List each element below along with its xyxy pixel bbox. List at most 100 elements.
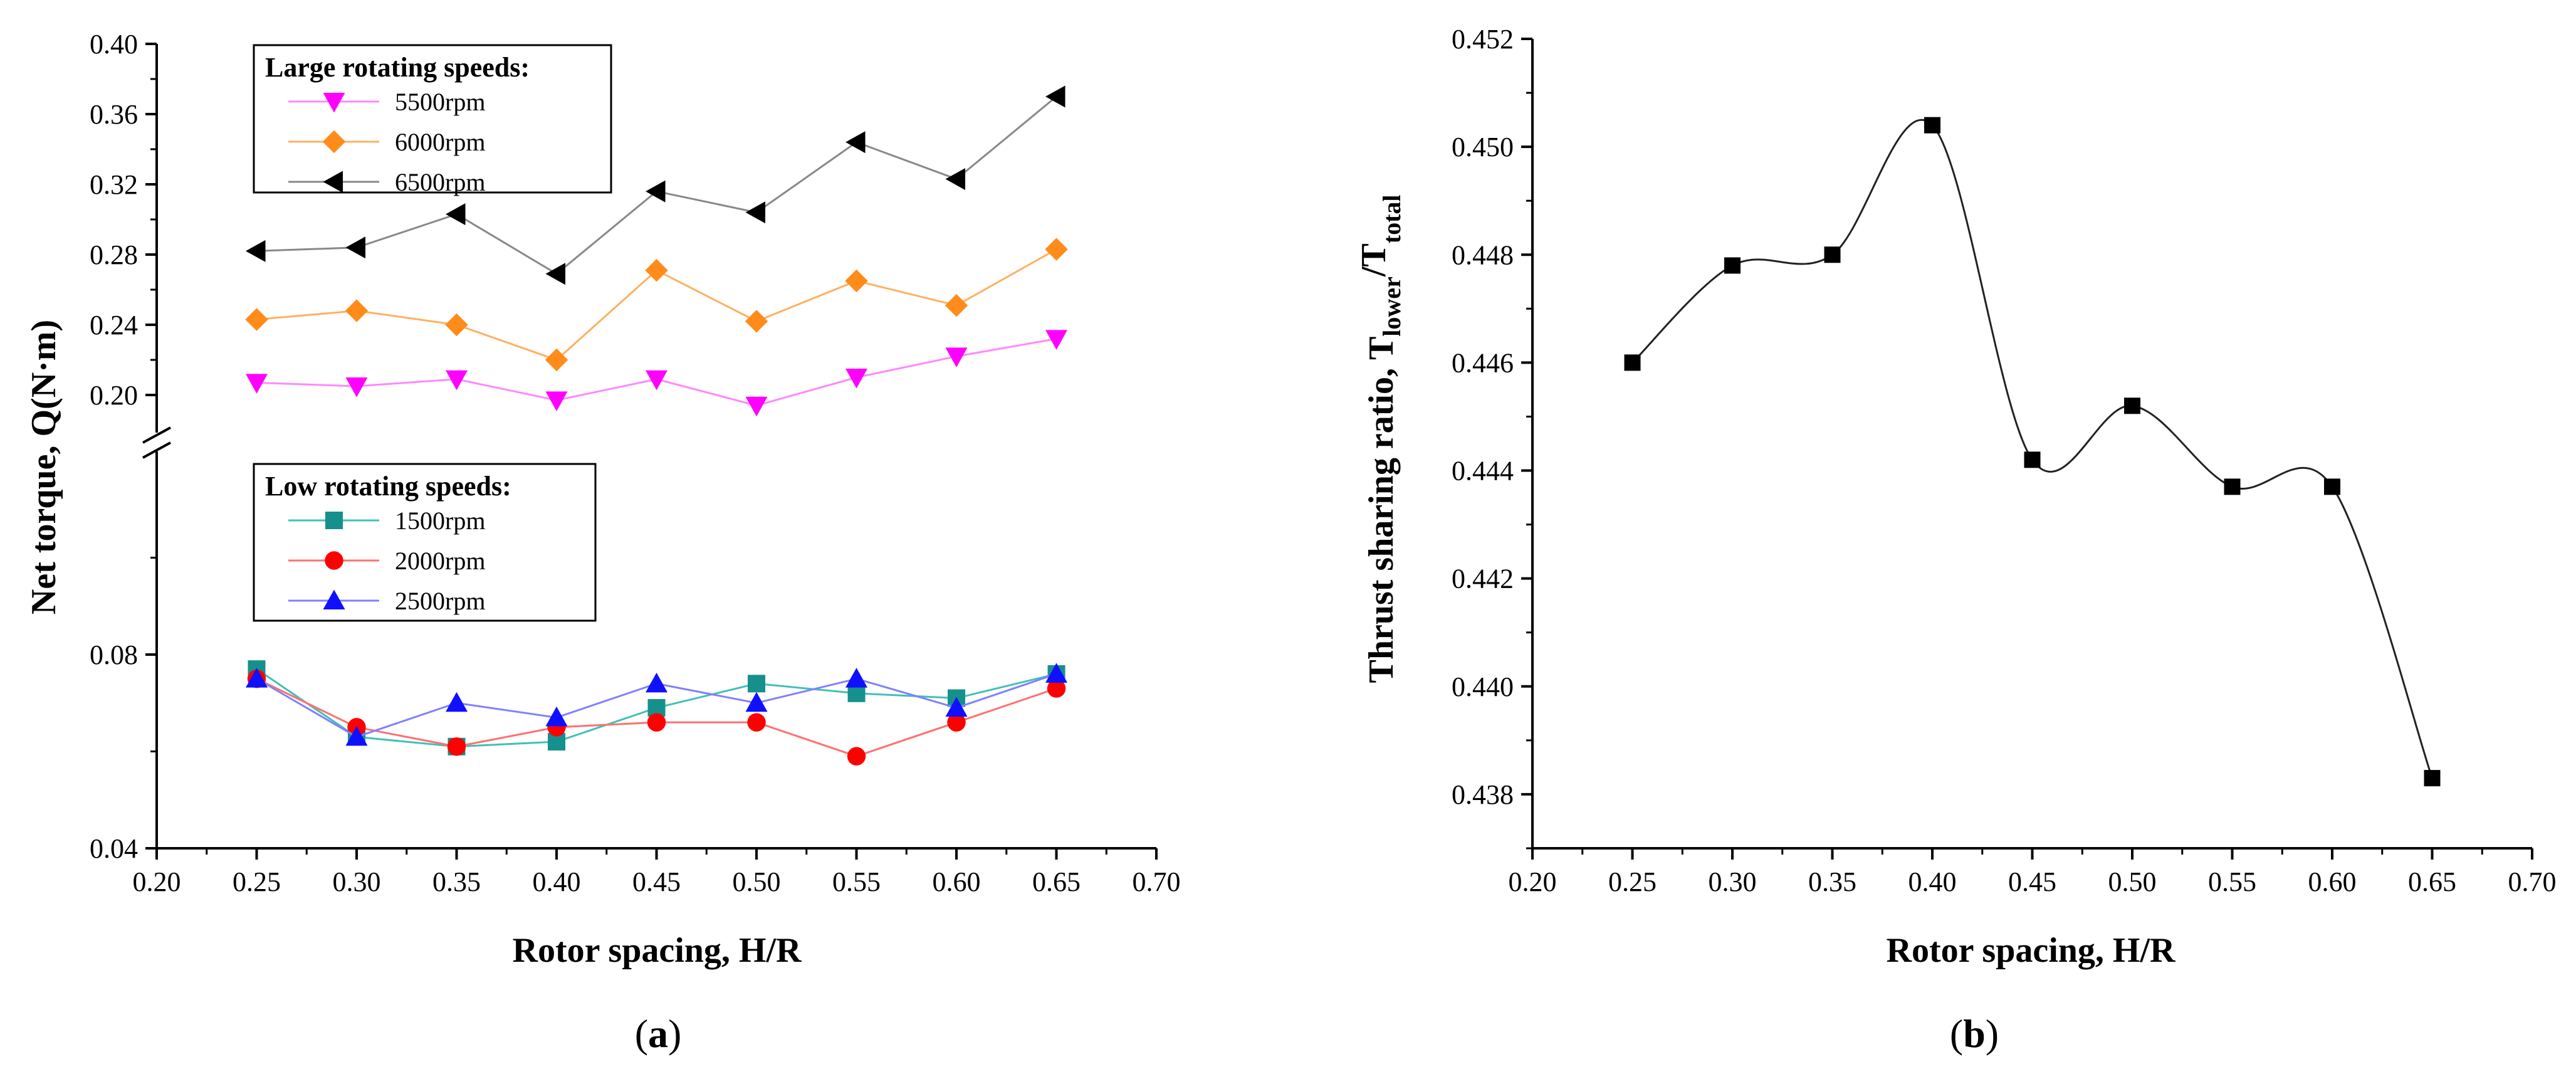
panel-b-y-tick-label: 0.440 — [1452, 671, 1514, 702]
panel-b-x-tick-label: 0.55 — [2208, 866, 2256, 897]
panel-a-lower-point-2500rpm — [545, 706, 568, 727]
panel-b-x-tick-label: 0.35 — [1808, 866, 1856, 897]
panel-b-y-tick-label: 0.438 — [1452, 779, 1514, 810]
panel-a-upper-point-5500rpm — [745, 396, 768, 417]
panel-b-data-point — [1624, 354, 1641, 371]
panel-a-lower-legend-swatch-marker — [325, 512, 343, 529]
panel-b-y-tick-label: 0.448 — [1452, 240, 1514, 270]
panel-a-upper-point-5500rpm — [945, 347, 968, 367]
caption-b-letter: b — [1963, 1011, 1986, 1056]
panel-b-data-point — [1724, 257, 1741, 274]
panel-a-upper-point-6500rpm — [1045, 85, 1065, 108]
panel-b-y-axis-title-main: Thrust sharing ratio, T — [1362, 337, 1401, 683]
panel-a-lower-point-2000rpm — [847, 747, 866, 766]
panel-a-x-tick-label: 0.60 — [933, 866, 981, 897]
panel-a-lower-legend-label: 2000rpm — [395, 547, 485, 575]
panel-a-y-tick-label: 0.24 — [90, 310, 138, 340]
panel-a-upper-point-5500rpm — [646, 370, 668, 391]
caption-b: (b) — [1950, 1011, 1999, 1056]
panel-a-y-tick-label: 0.28 — [90, 240, 138, 270]
panel-a-lower-point-2000rpm — [447, 737, 466, 756]
panel-a-upper-point-5500rpm — [345, 377, 368, 397]
panel-b-data-point — [2224, 478, 2241, 495]
panel-b-data-point — [2124, 397, 2140, 414]
panel-b-y-axis-title-mid: /T — [1354, 243, 1393, 277]
panel-a-upper-point-6500rpm — [345, 236, 365, 259]
panel-a-upper-legend-swatch-marker — [323, 171, 343, 193]
panel-b-x-axis-title: Rotor spacing, H/R — [1887, 931, 2176, 970]
panel-b-fit-curve — [1631, 118, 2433, 779]
panel-a-x-tick-label: 0.30 — [333, 866, 381, 897]
panel-a-x-tick-label: 0.40 — [533, 866, 581, 897]
panel-a-y-tick-label: 0.08 — [90, 640, 138, 670]
panel-a-upper-point-6500rpm — [545, 263, 565, 285]
panel-a-lower-point-2500rpm — [745, 692, 768, 712]
panel-b-x-tick-label: 0.70 — [2508, 866, 2557, 897]
panel-b-y-tick-label: 0.446 — [1452, 347, 1514, 378]
panel-a-upper-point-6500rpm — [246, 240, 266, 262]
panel-a-upper-legend-swatch-marker — [322, 130, 346, 154]
panel-a-lower-point-2500rpm — [446, 692, 468, 712]
panel-a-y-tick-label: 0.36 — [90, 99, 138, 130]
panel-b-y-axis-title-sub1: lower — [1378, 276, 1406, 337]
panel-b-data-point — [1924, 117, 1940, 134]
panel-a-y-tick-label: 0.32 — [90, 169, 138, 200]
panel-a-upper-point-6500rpm — [446, 203, 466, 226]
panel-a-upper-point-5500rpm — [446, 370, 468, 391]
panel-b-thrust-sharing-chart: 0.20 0.25 0.30 0.35 0.40 0.45 0.50 0.55 0.60 0.65… — [1452, 24, 2557, 897]
panel-b-y-axis-title-sub2: total — [1378, 194, 1406, 243]
panel-a-x-tick-label: 0.65 — [1032, 866, 1081, 897]
caption-a: (a) — [635, 1011, 682, 1056]
panel-a-lower-point-2000rpm — [647, 713, 666, 732]
panel-b-x-tick-label: 0.50 — [2108, 866, 2157, 897]
panel-a-upper-point-6000rpm — [545, 348, 568, 372]
panel-a-lower-legend-title: Low rotating speeds: — [265, 471, 511, 502]
panel-a-lower-legend-label: 2500rpm — [395, 587, 485, 615]
panel-a-lower-point-2000rpm — [947, 713, 966, 732]
panel-b-data-point — [2324, 478, 2340, 495]
panel-a-upper-point-6000rpm — [345, 299, 369, 322]
panel-b-y-tick-label: 0.444 — [1452, 456, 1514, 487]
panel-a-lower-legend-swatch-marker — [325, 551, 343, 570]
panel-a-upper-point-6000rpm — [1045, 238, 1068, 261]
panel-a-lower-point-2500rpm — [246, 668, 268, 688]
panel-b-data-point — [2424, 770, 2441, 787]
panel-a-lower-point-1500rpm — [748, 675, 765, 693]
panel-a-upper-legend-title: Large rotating speeds: — [265, 52, 530, 83]
panel-a-upper-point-6500rpm — [945, 168, 965, 191]
panel-a-upper-point-6000rpm — [845, 269, 868, 293]
panel-b-y-tick-label: 0.450 — [1452, 132, 1514, 162]
panel-a-upper-point-6000rpm — [645, 259, 668, 282]
panel-a-upper-point-6000rpm — [245, 308, 268, 331]
panel-a-y-tick-label: 0.20 — [90, 380, 138, 411]
panel-b-y-axis-title: Thrust sharing ratio, Tlower/Ttotal — [1354, 194, 1406, 683]
panel-b-y-tick-label: 0.442 — [1452, 564, 1514, 594]
panel-b-x-tick-label: 0.60 — [2308, 866, 2357, 897]
panel-a-upper-legend-box — [253, 44, 612, 194]
panel-a-lower-point-2000rpm — [1047, 679, 1066, 698]
panel-a-upper-point-5500rpm — [1045, 330, 1067, 350]
panel-a-y-tick-label: 0.04 — [90, 833, 138, 864]
panel-b-data-point — [2024, 451, 2041, 468]
panel-a-upper-point-6500rpm — [846, 131, 866, 154]
panel-b-x-tick-label: 0.45 — [2008, 866, 2056, 897]
panel-a-lower-legend-swatch-marker — [323, 589, 345, 609]
panel-a-y-axis-title: Net torque, Q(N·m) — [24, 320, 63, 614]
panel-a-upper-point-6000rpm — [945, 294, 968, 317]
panel-a-lower-legend-label: 1500rpm — [395, 507, 485, 535]
panel-a-upper-point-6000rpm — [445, 313, 468, 337]
panel-a-upper-point-6000rpm — [745, 310, 768, 333]
panel-b-data-point — [1824, 246, 1841, 263]
panel-a-lower-point-2500rpm — [646, 672, 668, 693]
panel-a-upper-point-5500rpm — [246, 374, 268, 394]
panel-a-y-tick-label: 0.40 — [90, 29, 138, 60]
panel-b-x-tick-label: 0.40 — [1908, 866, 1957, 897]
panel-b-x-tick-label: 0.20 — [1509, 866, 1557, 897]
panel-a-upper-point-6500rpm — [646, 180, 666, 203]
panel-a-axis-break-mark — [142, 426, 171, 444]
panel-a-x-axis-title: Rotor spacing, H/R — [513, 931, 802, 970]
panel-a-upper-point-6500rpm — [745, 201, 765, 224]
panel-a-upper-legend-swatch-marker — [323, 93, 345, 113]
panel-a-axis-break-mark — [142, 441, 171, 459]
